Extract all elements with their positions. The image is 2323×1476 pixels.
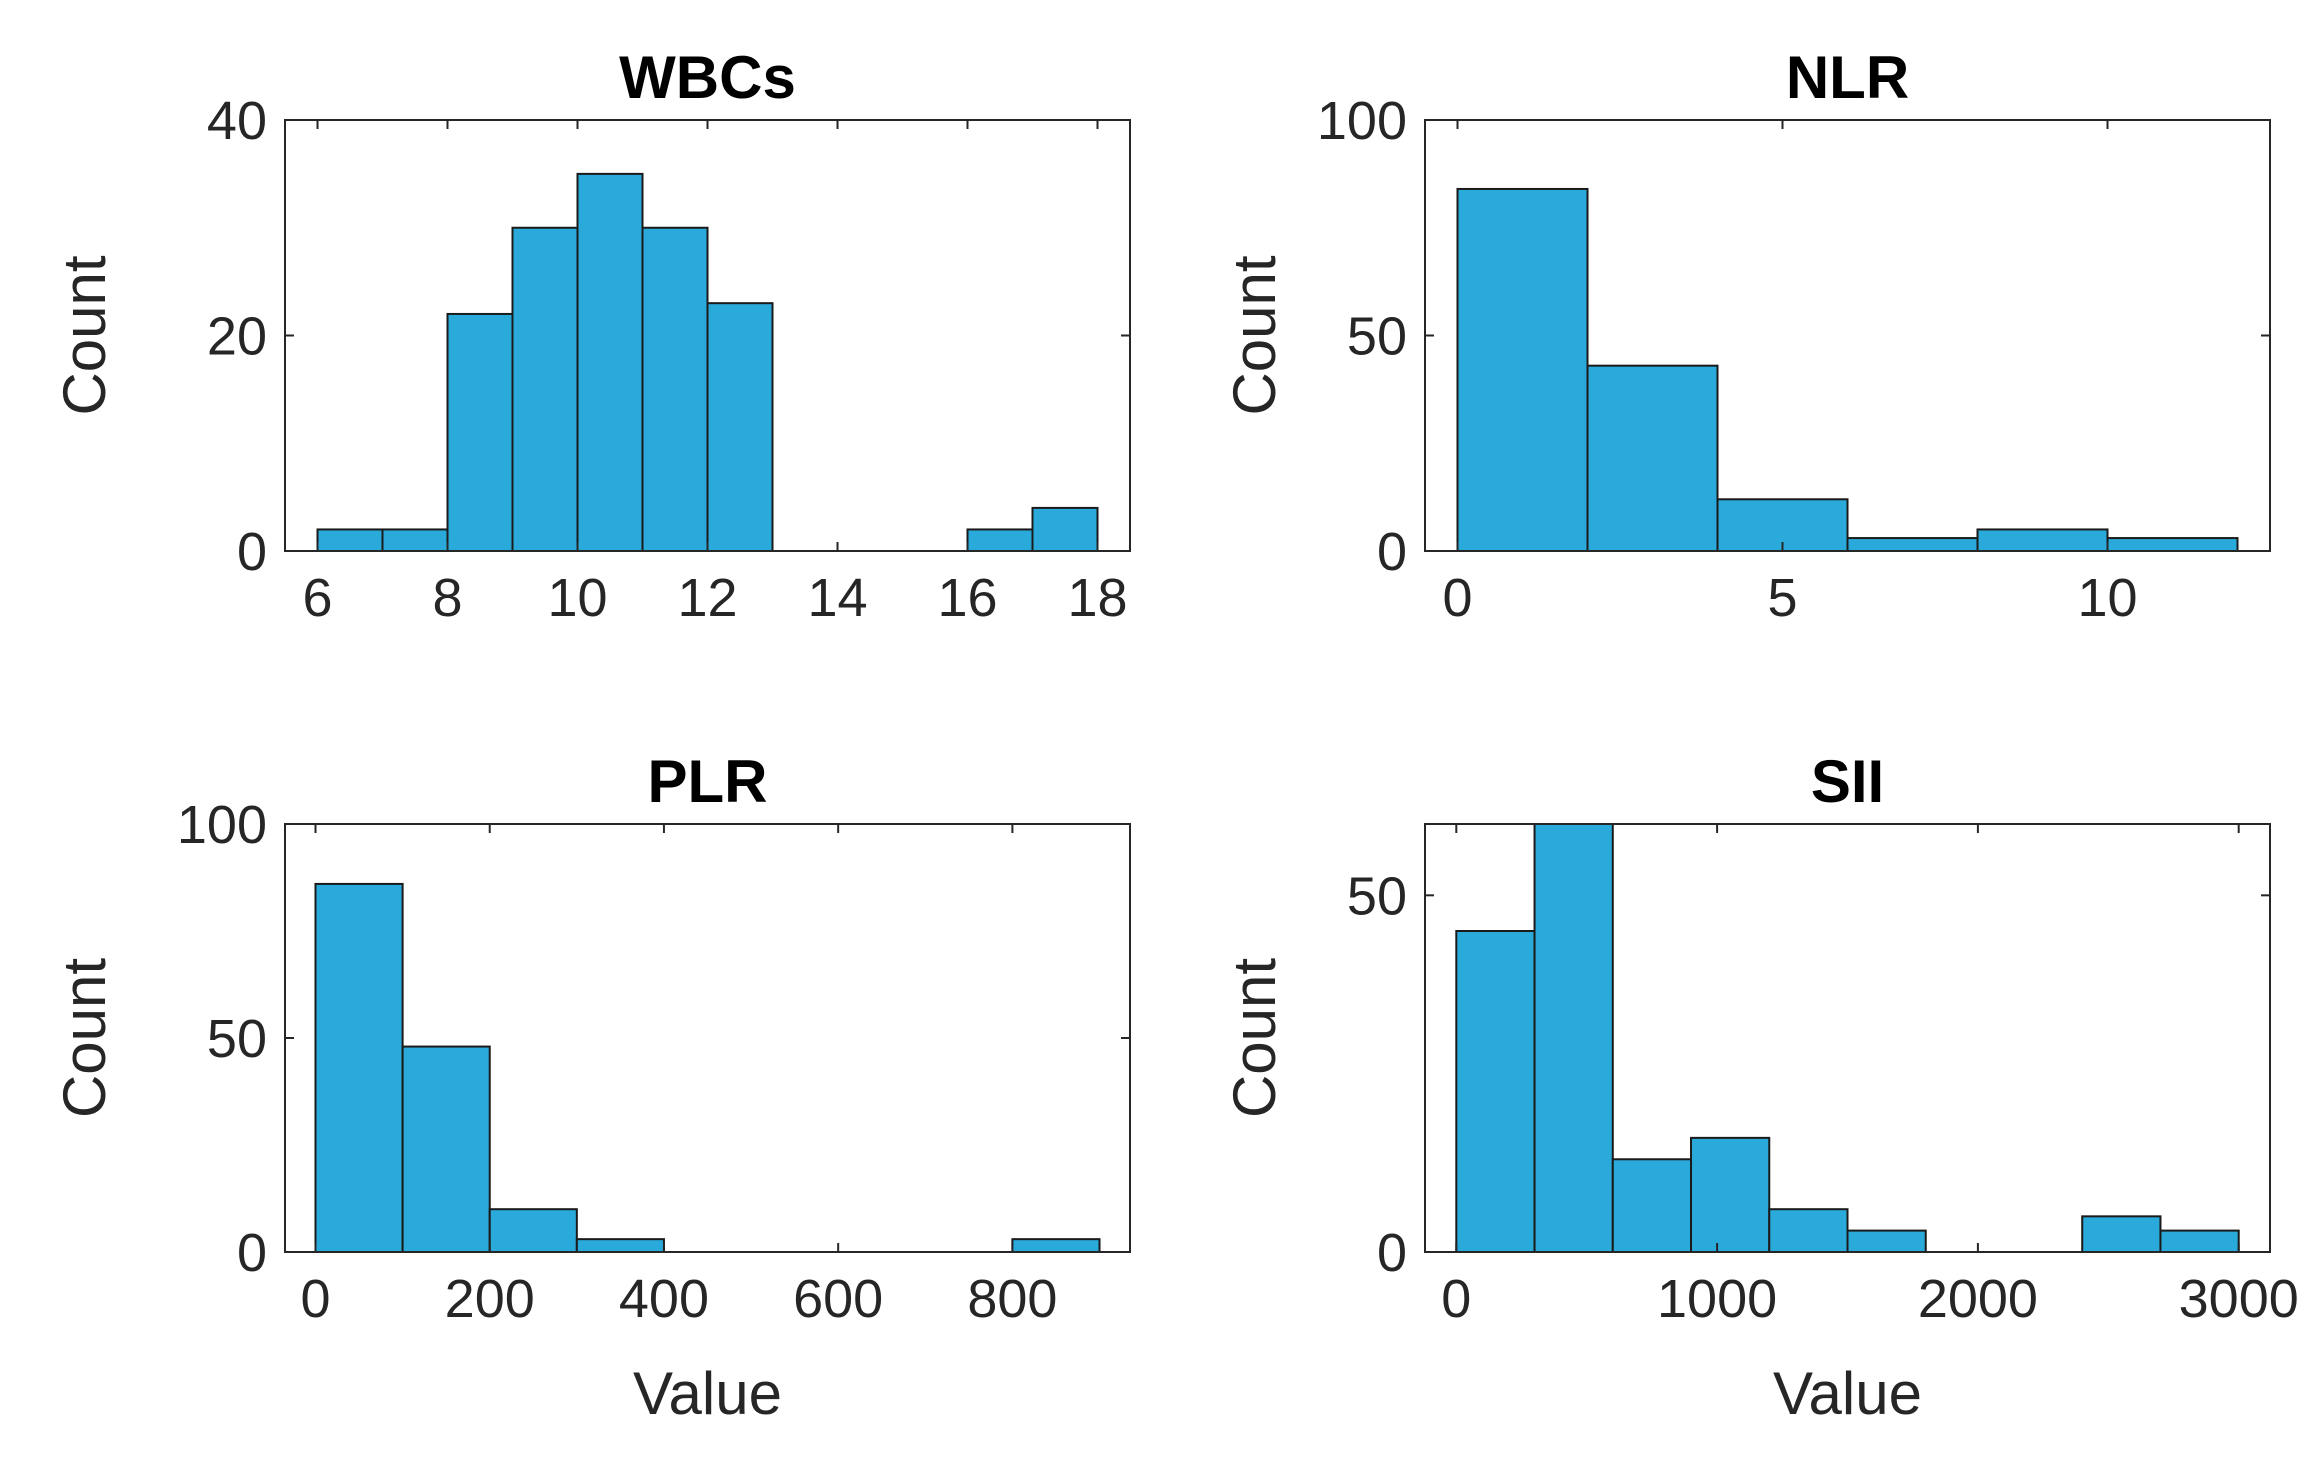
axes-box (1424, 823, 2271, 1253)
bar-wbcs-10 (966, 528, 1034, 553)
y-tick-label: 0 (237, 522, 267, 582)
x-tick-label: 16 (937, 568, 997, 628)
y-tick-label: 0 (1377, 1223, 1407, 1283)
x-tick-label: 12 (677, 568, 737, 628)
x-tick-label: 2000 (1918, 1269, 2038, 1329)
y-axis-label: Count (1221, 958, 1288, 1118)
bar-sii-3 (1690, 1136, 1771, 1254)
x-axis-label: Value (633, 1360, 782, 1427)
x-tick-label: 0 (300, 1269, 330, 1329)
bar-wbcs-0 (316, 528, 384, 553)
bar-wbcs-1 (381, 528, 449, 553)
chart-title: NLR (1786, 44, 1909, 111)
chart-title: SII (1811, 748, 1884, 815)
y-tick-label: 0 (1377, 522, 1407, 582)
x-tick-label: 400 (619, 1269, 709, 1329)
bar-nlr-1 (1586, 364, 1719, 553)
y-axis-label: Count (51, 958, 118, 1118)
y-tick-label: 50 (207, 1009, 267, 1069)
bar-plr-8 (1011, 1238, 1101, 1254)
y-tick-label: 100 (1317, 91, 1407, 151)
y-tick-label: 0 (237, 1223, 267, 1283)
x-tick-label: 5 (1767, 568, 1797, 628)
bar-sii-2 (1611, 1158, 1693, 1254)
bar-sii-5 (1846, 1229, 1927, 1253)
bar-nlr-5 (2106, 537, 2239, 553)
x-tick-label: 0 (1442, 568, 1472, 628)
x-tick-label: 800 (967, 1269, 1057, 1329)
bar-sii-4 (1768, 1208, 1849, 1253)
y-tick-label: 50 (1347, 307, 1407, 367)
x-tick-label: 200 (445, 1269, 535, 1329)
bar-sii-9 (2159, 1229, 2240, 1253)
chart-title: PLR (648, 748, 768, 815)
bar-wbcs-3 (511, 226, 579, 552)
x-tick-label: 10 (547, 568, 607, 628)
x-axis-label: Value (1773, 1360, 1922, 1427)
y-tick-label: 100 (177, 795, 267, 855)
y-axis-label: Count (51, 255, 118, 415)
bar-nlr-4 (1976, 528, 2109, 553)
x-tick-label: 600 (793, 1269, 883, 1329)
bar-plr-2 (488, 1208, 578, 1253)
bar-wbcs-6 (706, 302, 774, 552)
x-tick-label: 14 (807, 568, 867, 628)
x-tick-label: 10 (2077, 568, 2137, 628)
panel-plr: 0 200 400 600 800 0 50 100 PLR Count Value (51, 748, 1131, 1427)
panel-sii: 0 1000 2000 3000 0 50 SII Count Value (1221, 748, 2299, 1427)
y-tick-label: 20 (207, 307, 267, 367)
y-tick-label: 50 (1347, 866, 1407, 926)
bar-nlr-0 (1456, 187, 1589, 553)
x-tick-label: 6 (302, 568, 332, 628)
bar-plr-1 (401, 1045, 491, 1254)
bar-wbcs-5 (641, 226, 709, 552)
bar-sii-1 (1533, 823, 1614, 1253)
chart-title: WBCs (619, 44, 796, 111)
bar-plr-0 (314, 882, 404, 1253)
bar-sii-0 (1455, 930, 1536, 1253)
x-tick-label: 3000 (2179, 1269, 2299, 1329)
x-tick-label: 18 (1067, 568, 1127, 628)
bar-sii-8 (2081, 1215, 2162, 1254)
x-tick-label: 1000 (1657, 1269, 1777, 1329)
bar-plr-3 (575, 1238, 665, 1254)
x-tick-label: 0 (1441, 1269, 1471, 1329)
y-axis-label: Count (1221, 255, 1288, 415)
panel-wbcs: 6 8 10 12 14 16 18 0 20 40 WBCs Count (51, 44, 1131, 628)
bar-wbcs-2 (446, 312, 514, 553)
bar-nlr-3 (1846, 537, 1979, 553)
bar-wbcs-11 (1031, 506, 1099, 552)
bar-wbcs-4 (576, 172, 644, 552)
x-tick-label: 8 (432, 568, 462, 628)
y-tick-label: 40 (207, 91, 267, 151)
